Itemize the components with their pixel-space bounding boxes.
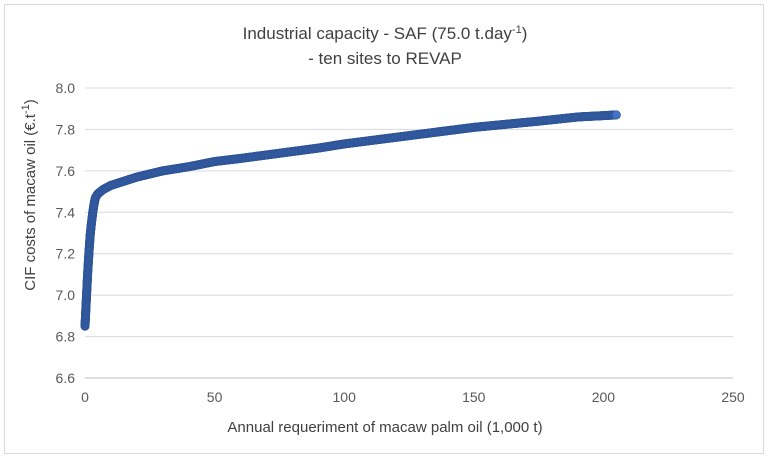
x-tick-label: 150: [462, 389, 486, 405]
y-tick-label: 7.2: [56, 246, 76, 262]
chart-title-line2: - ten sites to REVAP: [308, 49, 462, 68]
x-tick-label: 100: [333, 389, 357, 405]
x-axis-title: Annual requeriment of macaw palm oil (1,…: [227, 419, 542, 436]
chart-area: Industrial capacity - SAF (75.0 t.day-1)…: [4, 4, 764, 454]
x-tick-label: 200: [592, 389, 616, 405]
y-tick-label: 8.0: [56, 80, 76, 96]
y-tick-label: 7.0: [56, 287, 76, 303]
x-tick-label: 50: [207, 389, 223, 405]
y-axis-ticks: 6.6 6.8 7.0 7.2 7.4 7.6 7.8 8.0: [56, 80, 76, 386]
x-axis-ticks: 0 50 100 150 200 250: [81, 389, 745, 405]
chart-title-line1: Industrial capacity - SAF (75.0 t.day-1): [243, 24, 528, 43]
y-tick-label: 7.6: [56, 163, 76, 179]
gridlines: [85, 87, 733, 379]
y-tick-label: 7.4: [56, 204, 76, 220]
x-tick-label: 250: [721, 389, 745, 405]
y-tick-label: 6.8: [56, 329, 76, 345]
y-axis-title: CIF costs of macaw oil (€.t-1): [20, 99, 39, 291]
data-series: [80, 110, 621, 331]
chart-canvas: Industrial capacity - SAF (75.0 t.day-1)…: [20, 24, 745, 436]
data-point: [611, 110, 621, 120]
x-tick-label: 0: [81, 389, 89, 405]
y-tick-label: 7.8: [56, 121, 76, 137]
y-tick-label: 6.6: [56, 370, 76, 386]
